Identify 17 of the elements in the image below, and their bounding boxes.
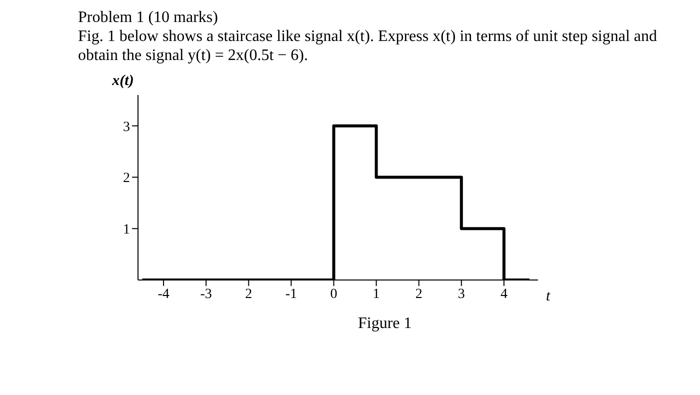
y-tick-label: 1 — [123, 222, 130, 238]
x-tick-label: 2 — [415, 286, 422, 302]
x-tick-label: -4 — [158, 286, 170, 302]
x-axis-title: t — [546, 288, 551, 304]
x-tick-label: 2 — [245, 286, 252, 302]
caption: Figure 1 — [357, 315, 413, 333]
x-tick-label: 4 — [500, 286, 508, 302]
chart-title: Problem 1 (10 marks) — [78, 9, 218, 26]
y-tick-label: 2 — [123, 171, 130, 186]
x-tick-label: 0 — [330, 286, 338, 302]
x-tick-label: 3 — [458, 286, 465, 302]
chart-subtitle: Fig. 1 below shows a staircase like signal x(t). Express x(t) in terms of unit step signal and obtain the signal y(t) = 2x(0.5t − 6). — [77, 27, 658, 65]
x-tick-label: 1 — [372, 286, 380, 302]
x-tick-label: -1 — [285, 286, 298, 302]
y-axis-title: x(t) — [111, 73, 134, 89]
y-tick-label: 3 — [123, 120, 130, 135]
x-tick-label: -3 — [200, 286, 212, 302]
